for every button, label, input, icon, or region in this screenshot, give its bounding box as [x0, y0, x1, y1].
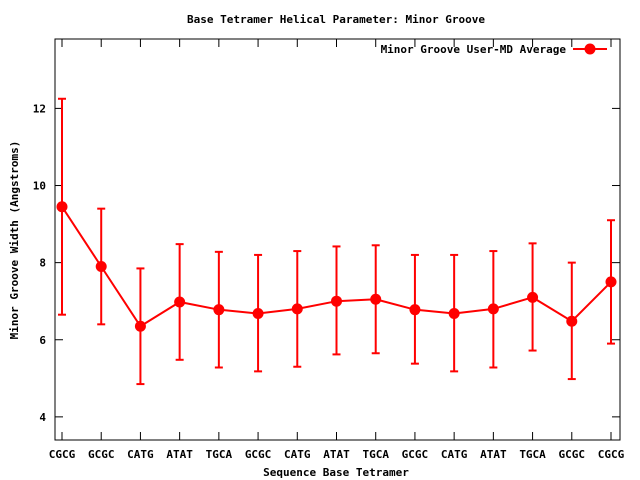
data-point — [605, 276, 617, 288]
error-bars — [58, 97, 615, 386]
x-tick-label: ATAT — [323, 448, 350, 461]
data-point — [213, 304, 225, 316]
data-point — [331, 295, 342, 307]
data-point — [174, 296, 186, 308]
legend: Minor Groove User-MD Average — [381, 43, 607, 56]
legend-marker — [584, 43, 596, 55]
x-axis: CGCG GCGC CATG ATAT TGCA GCGC CATG ATAT TGCA GCGC… — [49, 39, 625, 461]
data-point — [566, 315, 578, 327]
y-tick-label: 12 — [33, 102, 46, 115]
plot-frame — [54, 38, 621, 441]
data-point — [56, 201, 68, 213]
x-tick-label: CATG — [441, 448, 468, 461]
series-layer — [56, 201, 617, 332]
y-tick-label: 4 — [39, 411, 46, 424]
x-tick-label: GCGC — [245, 448, 272, 461]
x-tick-label: TGCA — [519, 448, 546, 461]
data-point — [291, 303, 303, 315]
data-point — [409, 304, 421, 316]
x-tick-label: ATAT — [480, 448, 507, 461]
y-axis-label: Minor Groove Width (Angstroms) — [8, 141, 21, 340]
data-point — [370, 293, 382, 305]
y-tick-label: 8 — [39, 257, 46, 270]
data-point — [527, 291, 539, 303]
x-tick-label: TGCA — [362, 448, 389, 461]
y-axis: 4 6 8 10 12 — [33, 102, 620, 424]
data-point — [134, 320, 146, 332]
x-tick-label: CATG — [127, 448, 154, 461]
data-point — [487, 303, 499, 315]
x-tick-label: GCGC — [402, 448, 429, 461]
x-tick-label: GCGC — [88, 448, 115, 461]
x-tick-label: GCGC — [559, 448, 586, 461]
x-tick-label: CGCG — [598, 448, 625, 461]
x-tick-label: ATAT — [166, 448, 193, 461]
x-tick-label: CATG — [284, 448, 311, 461]
y-tick-label: 10 — [33, 180, 46, 193]
x-tick-label: CGCG — [49, 448, 76, 461]
data-point — [95, 260, 107, 272]
x-tick-label: TGCA — [206, 448, 233, 461]
y-tick-label: 6 — [39, 334, 46, 347]
legend-label: Minor Groove User-MD Average — [381, 43, 567, 56]
data-point — [448, 308, 460, 320]
data-point — [252, 308, 264, 320]
chart-title: Base Tetramer Helical Parameter: Minor G… — [187, 13, 485, 26]
x-axis-label: Sequence Base Tetramer — [263, 466, 409, 479]
